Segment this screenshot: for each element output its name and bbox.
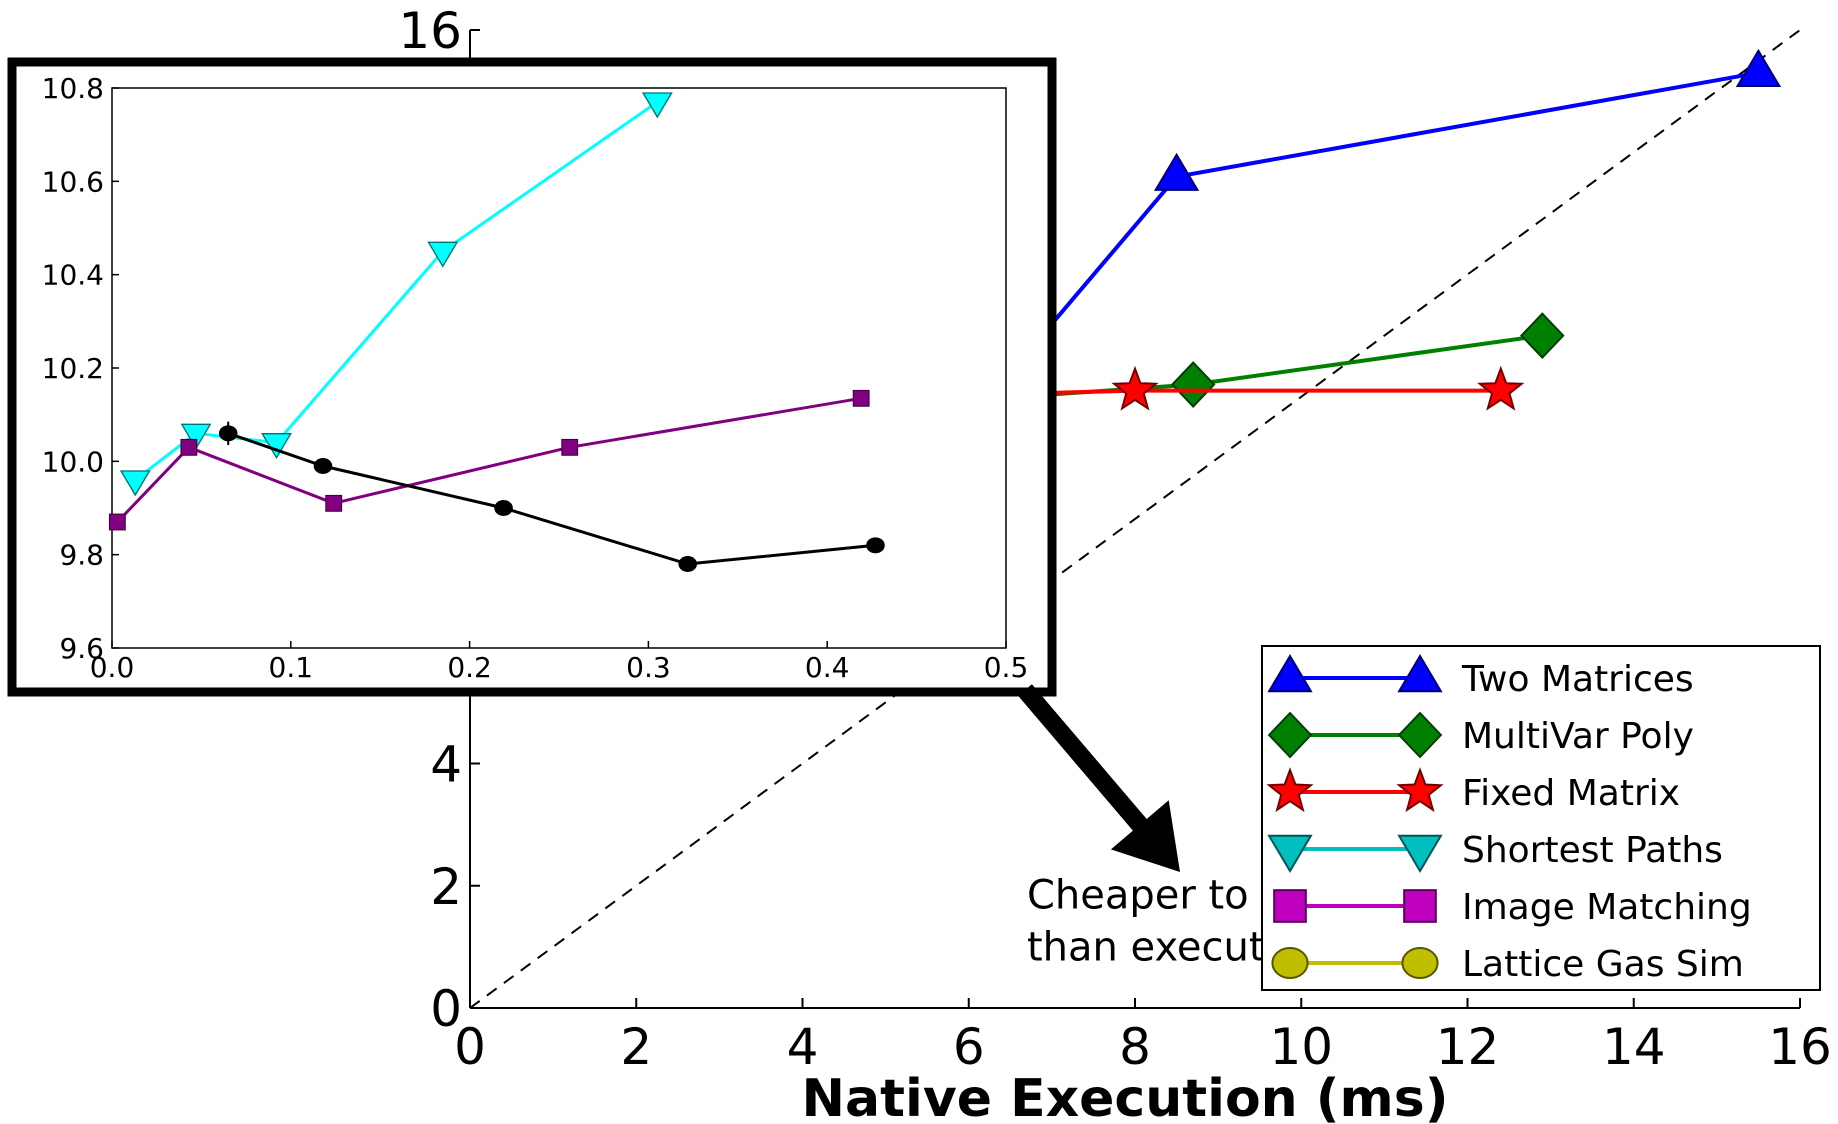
x-tick-label: 16 <box>1768 1018 1832 1076</box>
legend-marker <box>1403 889 1437 923</box>
x-tick-label: 0 <box>454 1018 486 1076</box>
inset-data-point <box>494 500 513 516</box>
x-tick-label: 6 <box>953 1018 985 1076</box>
data-point <box>1520 312 1565 360</box>
inset-data-point <box>852 389 870 407</box>
legend-marker <box>1266 767 1314 813</box>
inset-y-tick-label: 9.8 <box>59 539 104 572</box>
inset-y-tick-label: 9.6 <box>59 632 104 665</box>
legend-marker <box>1401 947 1439 979</box>
inset-data-point <box>119 470 151 497</box>
legend-marker <box>1397 711 1443 759</box>
inset-data-point <box>325 494 343 512</box>
x-tick-label: 12 <box>1436 1018 1500 1076</box>
legend-box <box>1261 645 1821 991</box>
inset-data-point <box>108 513 126 531</box>
series-line <box>1018 333 1543 399</box>
inset-x-tick-label: 0.2 <box>447 651 492 684</box>
inset-data-point <box>561 438 579 456</box>
inset-data-point <box>427 241 459 268</box>
legend-marker <box>1397 654 1443 693</box>
x-tick-label: 8 <box>1119 1018 1151 1076</box>
inset-x-tick-label: 0.3 <box>626 651 671 684</box>
data-point <box>1477 365 1525 411</box>
legend-label: Two Matrices <box>1461 659 1694 700</box>
legend-label: Shortest Paths <box>1462 830 1723 871</box>
inset-data-point <box>313 458 333 474</box>
legend-label: Fixed Matrix <box>1462 773 1680 814</box>
legend-item: Two Matrices <box>1267 654 1694 700</box>
legend-marker <box>1271 947 1309 979</box>
legend-item: MultiVar Poly <box>1267 711 1694 759</box>
x-tick-label: 2 <box>620 1018 652 1076</box>
inset-x-tick-label: 0.4 <box>805 651 850 684</box>
inset-y-tick-label: 10.2 <box>42 352 104 385</box>
legend-marker <box>1267 834 1313 873</box>
y-tick-label: 2 <box>430 858 462 916</box>
legend-marker <box>1397 834 1443 873</box>
x-tick-label: 14 <box>1602 1018 1666 1076</box>
data-point <box>1153 152 1200 191</box>
y-tick-label: 16 <box>398 2 462 60</box>
inset-data-point <box>678 556 698 572</box>
inset-data-point <box>218 425 238 442</box>
y-tick-label: 4 <box>430 736 462 794</box>
inset-data-point <box>261 432 292 459</box>
series-line <box>1017 70 1759 365</box>
x-axis-label: Native Execution (ms) <box>802 1069 1449 1124</box>
zoom-arrow <box>1018 684 1180 872</box>
inset-data-point <box>180 423 212 450</box>
legend-item: Lattice Gas Sim <box>1271 944 1744 985</box>
inset-series-2 <box>218 421 885 572</box>
x-tick-label: 10 <box>1269 1018 1333 1076</box>
inset-y-tick-label: 10.0 <box>42 445 104 478</box>
inset-x-tick-label: 0.5 <box>984 651 1029 684</box>
data-point <box>1170 361 1216 408</box>
legend-marker <box>1267 711 1313 759</box>
y-tick-label: 0 <box>430 980 462 1038</box>
inset-y-tick-label: 10.8 <box>42 72 104 105</box>
legend-marker <box>1273 889 1307 923</box>
inset-data-point <box>641 92 673 119</box>
x-tick-label: 4 <box>787 1018 819 1076</box>
inset-plot: 0.0 0.1 0.2 0.3 0.4 0.5 9.6 9.8 10.0 10.2 10.4 10.6… <box>7 57 1057 697</box>
data-point <box>1111 365 1159 411</box>
legend: Two Matrices MultiVar Poly Fixed Matrix Sho… <box>1261 645 1821 991</box>
legend-item: Image Matching <box>1273 887 1752 928</box>
series-0 <box>995 48 1782 378</box>
reference-line <box>469 29 1801 1009</box>
inset-data-point <box>866 537 885 554</box>
inset-frame <box>7 57 1057 697</box>
inset-x-tick-label: 0.1 <box>269 651 314 684</box>
legend-marker <box>1396 767 1444 813</box>
legend-label: Lattice Gas Sim <box>1462 944 1744 985</box>
legend-item: Shortest Paths <box>1267 830 1723 873</box>
series-line <box>1018 388 1501 396</box>
arrow-shape <box>1018 684 1180 872</box>
legend-item: Fixed Matrix <box>1266 767 1680 814</box>
data-point <box>1735 48 1782 87</box>
series-1 <box>996 312 1565 421</box>
legend-marker <box>1267 654 1313 693</box>
inset-y-tick-label: 10.4 <box>42 259 104 292</box>
legend-label: Image Matching <box>1462 887 1752 928</box>
inset-series-1 <box>108 389 870 531</box>
inset-series-0 <box>119 92 673 497</box>
inset-data-point <box>180 438 198 456</box>
legend-label: MultiVar Poly <box>1462 716 1694 757</box>
inset-y-tick-label: 10.6 <box>42 165 104 198</box>
inset-x-tick-label: 0.0 <box>90 651 135 684</box>
